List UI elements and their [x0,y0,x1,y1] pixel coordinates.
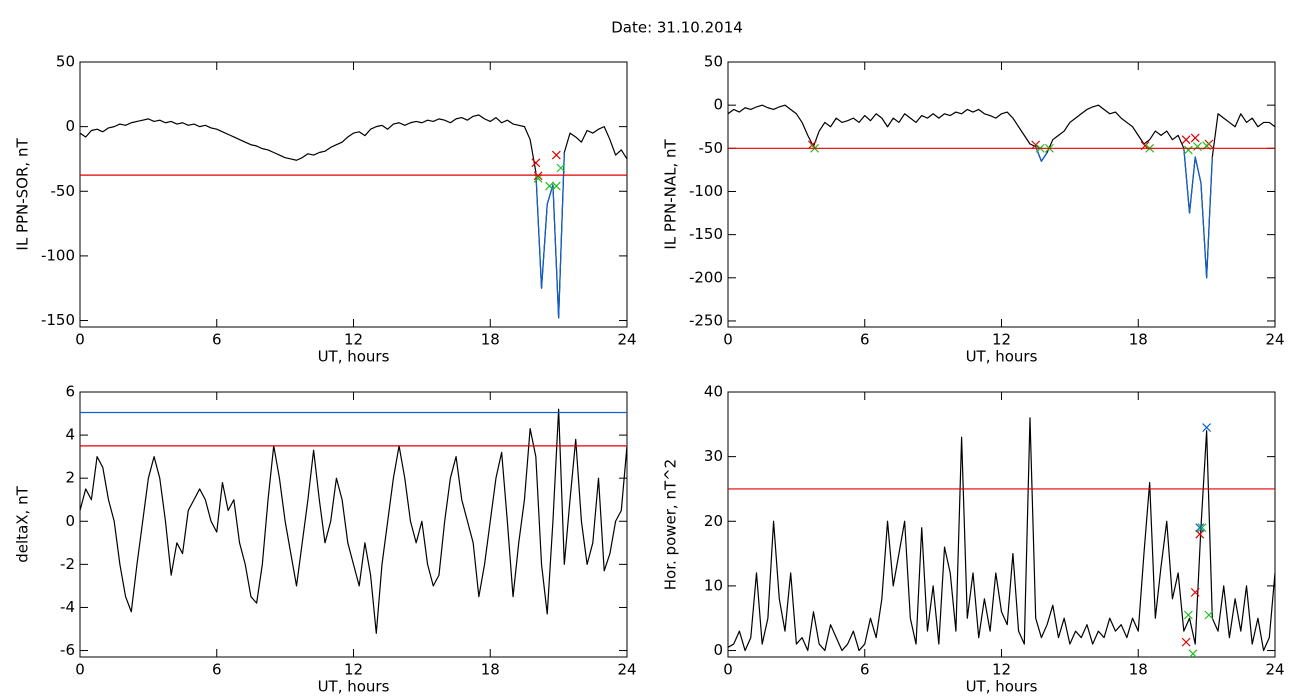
marker [545,181,554,191]
plot-frame [727,391,1276,658]
marker [1188,649,1198,657]
x-axis-label: UT, hours [318,678,390,696]
y-tick-label: -150 [689,225,723,243]
x-tick-label: 6 [212,331,222,349]
x-tick-label: 24 [1265,661,1284,679]
y-tick-label: -4 [60,598,75,616]
y-tick-label: 20 [704,512,723,530]
y-axis-label: IL PPN-NAL, nT [662,139,680,250]
x-tick-label: 0 [723,331,733,349]
x-tick-label: 18 [1129,661,1148,679]
panel: 0 6 12 18 24 40 30 20 10 0 UT, hours Hor. power, nT… [662,383,1285,696]
y-tick-label: -2 [60,555,75,573]
x-tick-label: 0 [75,331,85,349]
marker [1193,142,1202,152]
x-tick-label: 18 [1129,331,1148,349]
y-tick-label: -100 [689,182,723,200]
data-line [80,114,627,319]
x-axis-label: UT, hours [966,348,1038,366]
marker [1204,610,1214,620]
y-tick-label: 0 [713,641,723,659]
marker [1197,523,1207,533]
marker [533,171,543,181]
x-tick-label: 24 [1265,331,1284,349]
x-tick-label: 12 [992,331,1011,349]
x-tick-label: 0 [723,661,733,679]
data-line [1035,146,1213,279]
plot-area [80,114,627,319]
plot-area [728,417,1275,657]
panel: 0 6 12 18 24 50 0 -50 -100 -150 -200 -250 UT, hours I… [662,53,1285,366]
y-tick-label: 2 [65,469,75,487]
x-axis-label: UT, hours [966,678,1038,696]
y-tick-label: -50 [51,182,76,200]
marker [1190,587,1200,597]
y-tick-label: 10 [704,576,723,594]
panel: 0 6 12 18 24 50 0 -50 -100 -150 UT, hours IL PPN-SO… [14,53,637,366]
y-axis-label: IL PPN-SOR, nT [14,138,32,251]
marker [1031,140,1041,150]
chart-title: Date: 31.10.2014 [611,19,743,37]
x-tick-label: 24 [617,661,636,679]
x-tick-label: 0 [75,661,85,679]
y-tick-label: 4 [65,426,75,444]
y-tick-label: 50 [56,53,75,71]
y-tick-label: 30 [704,447,723,465]
x-tick-label: 18 [481,661,500,679]
x-tick-label: 12 [344,661,363,679]
y-tick-label: 0 [65,512,75,530]
x-tick-label: 12 [344,331,363,349]
plot-area [80,408,627,634]
x-tick-label: 12 [992,661,1011,679]
x-tick-label: 6 [860,331,870,349]
marker [1202,423,1212,432]
data-line [728,104,1275,279]
y-tick-label: 0 [65,117,75,135]
y-tick-label: -150 [41,311,75,329]
plot-frame [79,391,628,658]
y-tick-label: 40 [704,383,723,401]
x-tick-label: 18 [481,331,500,349]
x-tick-label: 6 [212,661,222,679]
x-tick-label: 6 [860,661,870,679]
marker [1195,523,1205,533]
x-axis-label: UT, hours [318,348,390,366]
data-line [728,417,1275,652]
marker [1183,145,1193,155]
y-tick-label: -250 [689,311,723,329]
marker [1183,610,1193,620]
marker [1190,133,1200,143]
plot-area [728,104,1275,279]
y-axis-label: Hor. power, nT^2 [662,459,680,590]
plot-frame [79,61,628,328]
marker [1195,529,1205,539]
marker [531,158,541,168]
panel: 0 6 12 18 24 6 4 2 0 -2 -4 -6 UT, hours deltaX, nT [14,383,637,696]
y-tick-label: -6 [60,641,75,659]
plot-frame [727,61,1276,328]
y-tick-label: -100 [41,246,75,264]
y-axis-label: deltaX, nT [14,485,32,562]
marker [551,181,561,191]
marker [556,163,566,173]
data-line [80,408,627,634]
marker [1181,637,1191,647]
y-tick-label: 50 [704,53,723,71]
data-line [535,152,565,319]
x-tick-label: 24 [617,331,636,349]
y-tick-label: -200 [689,268,723,286]
y-tick-label: -50 [699,139,724,157]
marker [551,150,561,160]
y-tick-label: 0 [713,96,723,114]
y-tick-label: 6 [65,383,75,401]
marker [1181,135,1191,145]
